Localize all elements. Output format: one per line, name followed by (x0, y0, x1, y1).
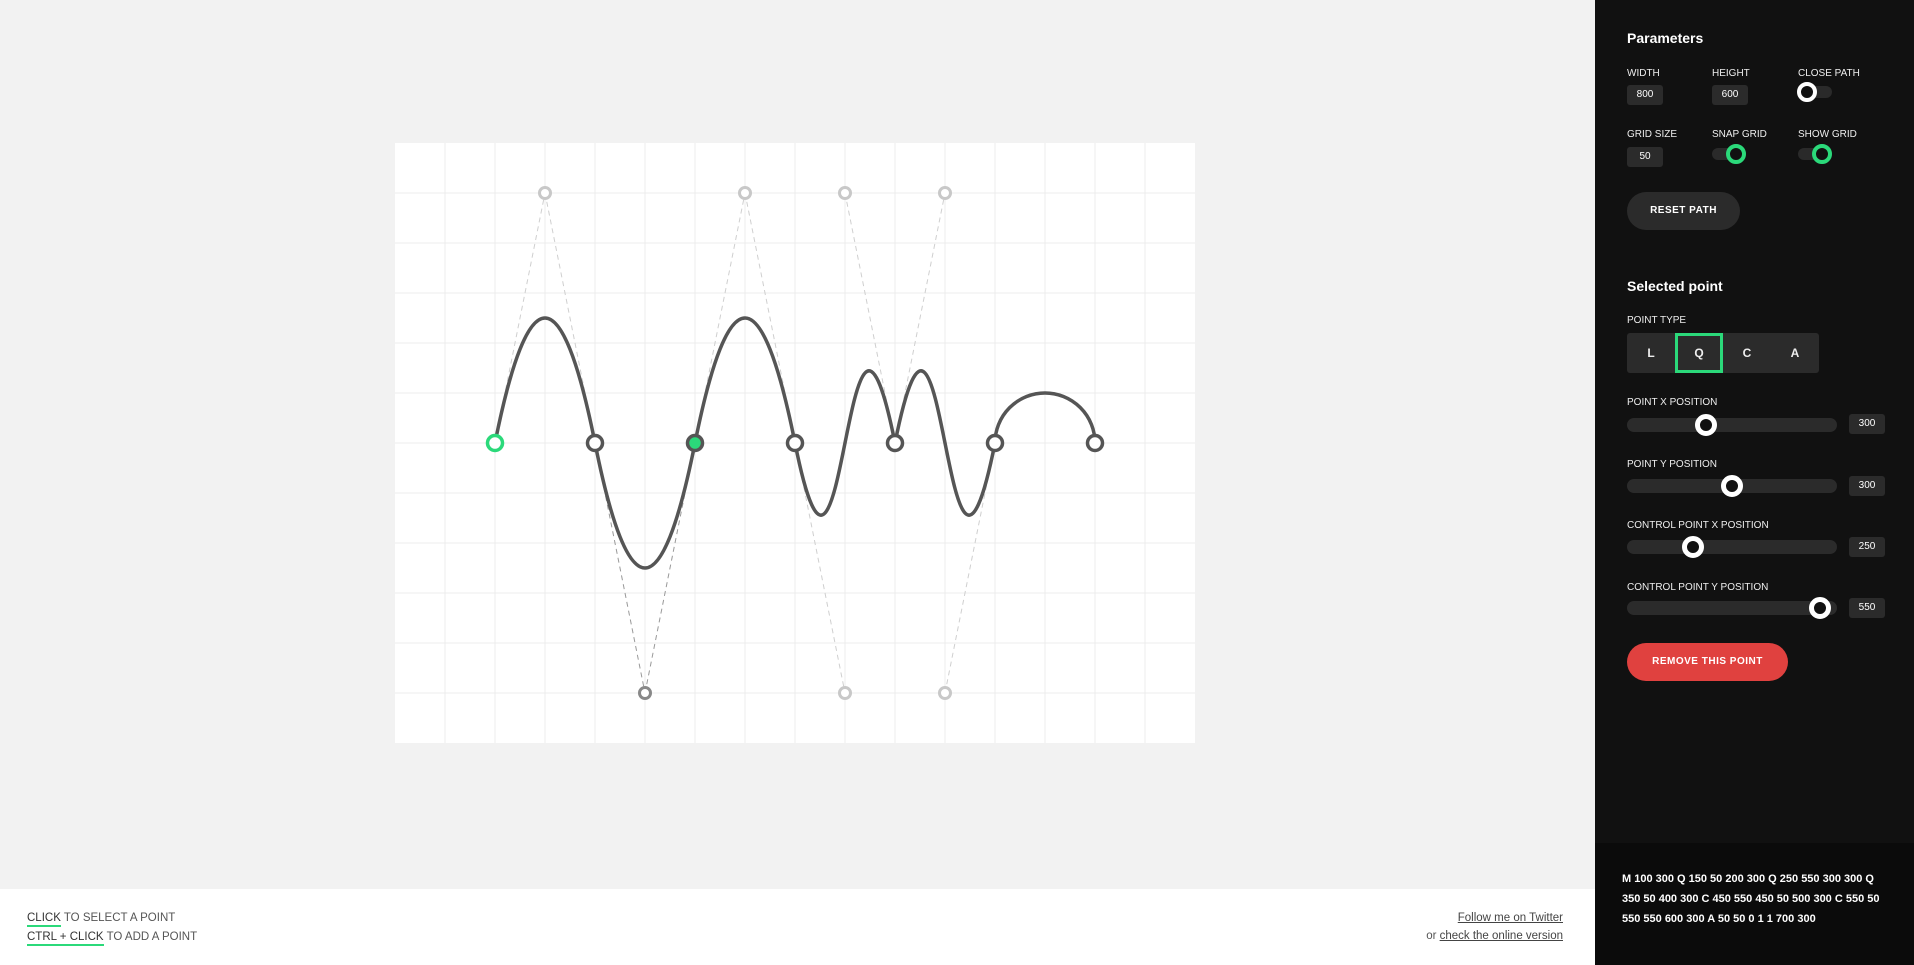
control-y-label: CONTROL POINT Y POSITION (1627, 582, 1769, 593)
control-x-slider[interactable] (1627, 536, 1837, 558)
grid-size-input[interactable]: 50 (1627, 147, 1663, 167)
anchor-point[interactable] (985, 433, 1005, 453)
guide-line (944, 442, 996, 694)
twitter-link[interactable]: Follow me on Twitter (1457, 912, 1563, 924)
grid-size-label: GRID SIZE (1627, 129, 1678, 140)
point-y-slider[interactable] (1627, 475, 1837, 497)
height-label: HEIGHT (1712, 68, 1750, 79)
control-points[interactable] (538, 186, 952, 700)
editor-area (395, 143, 1195, 743)
type-l-button[interactable]: L (1647, 346, 1655, 360)
width-label: WIDTH (1627, 68, 1660, 79)
path-canvas[interactable] (395, 143, 1195, 743)
sidebar: Parameters WIDTH 800 HEIGHT 600 CLOSE PA… (1595, 0, 1914, 843)
parameters-title: Parameters (1627, 30, 1704, 46)
close-path-toggle[interactable] (1797, 82, 1832, 102)
control-point[interactable] (838, 186, 852, 200)
toggle-knob (1812, 144, 1832, 164)
guide-line (794, 442, 846, 694)
height-input[interactable]: 600 (1712, 85, 1748, 105)
point-type-label: POINT TYPE (1627, 315, 1687, 326)
control-guides (494, 192, 996, 694)
anchor-point[interactable] (885, 433, 905, 453)
help-select: CLICK TO SELECT A POINT (27, 912, 176, 927)
guide-line (644, 442, 696, 694)
guide-line (744, 192, 796, 444)
guide-line (844, 192, 896, 444)
point-type-group: L Q C A (1627, 333, 1819, 373)
slider-handle[interactable] (1681, 536, 1704, 558)
control-y-slider[interactable] (1627, 597, 1837, 619)
point-y-label: POINT Y POSITION (1627, 459, 1718, 470)
twitter-line: Follow me on Twitter (1458, 912, 1563, 924)
path-svg[interactable] (395, 143, 1195, 743)
remove-point-button[interactable]: REMOVE THIS POINT (1627, 643, 1788, 681)
or-text: or (1426, 930, 1440, 942)
show-grid-label: SHOW GRID (1798, 129, 1857, 140)
reset-path-button[interactable]: RESET PATH (1627, 192, 1740, 230)
point-y-value[interactable]: 300 (1849, 476, 1885, 496)
anchor-point[interactable] (785, 433, 805, 453)
control-point[interactable] (538, 186, 552, 200)
slider-handle[interactable] (1694, 414, 1717, 436)
show-grid-toggle[interactable] (1798, 144, 1832, 164)
selected-point-title: Selected point (1627, 278, 1723, 294)
type-a-button[interactable]: A (1790, 346, 1800, 360)
snap-grid-label: SNAP GRID (1712, 129, 1767, 140)
start-point[interactable] (485, 433, 505, 453)
guide-line (594, 442, 646, 694)
slider-handle[interactable] (1808, 597, 1831, 619)
guide-line (494, 192, 546, 444)
toggle-knob (1726, 144, 1746, 164)
guide-line (694, 192, 746, 444)
type-c-button[interactable]: C (1742, 346, 1752, 360)
help-add: CTRL + CLICK TO ADD A POINT (27, 931, 198, 946)
guide-line (544, 192, 596, 444)
path-code-output[interactable]: M 100 300 Q 150 50 200 300 Q 250 550 300… (1595, 843, 1914, 965)
type-q-button[interactable]: Q (1675, 333, 1723, 373)
click-text: TO SELECT A POINT (60, 912, 176, 924)
ctrl-click-key: CTRL + CLICK (27, 931, 104, 946)
control-point[interactable] (838, 686, 852, 700)
width-input[interactable]: 800 (1627, 85, 1663, 105)
anchor-point[interactable] (585, 433, 605, 453)
footer: CLICK TO SELECT A POINT CTRL + CLICK TO … (0, 889, 1595, 965)
control-x-label: CONTROL POINT X POSITION (1627, 520, 1769, 531)
toggle-knob (1797, 82, 1817, 102)
point-x-value[interactable]: 300 (1849, 414, 1885, 434)
anchor-points[interactable] (485, 433, 1105, 453)
control-x-value[interactable]: 250 (1849, 537, 1885, 557)
snap-grid-toggle[interactable] (1712, 144, 1746, 164)
online-version-link[interactable]: check the online version (1439, 930, 1563, 942)
point-x-slider[interactable] (1627, 414, 1837, 436)
control-point[interactable] (938, 686, 952, 700)
slider-handle[interactable] (1721, 475, 1743, 497)
close-path-label: CLOSE PATH (1798, 68, 1860, 79)
control-y-value[interactable]: 550 (1849, 598, 1885, 618)
control-point[interactable] (738, 186, 752, 200)
selected-point[interactable] (685, 433, 705, 453)
online-line: or check the online version (1426, 930, 1563, 942)
guide-line (894, 192, 946, 444)
control-point[interactable] (638, 686, 652, 700)
click-key: CLICK (27, 912, 61, 927)
anchor-point[interactable] (1085, 433, 1105, 453)
ctrl-click-text: TO ADD A POINT (103, 931, 198, 943)
control-point[interactable] (938, 186, 952, 200)
point-x-label: POINT X POSITION (1627, 397, 1718, 408)
